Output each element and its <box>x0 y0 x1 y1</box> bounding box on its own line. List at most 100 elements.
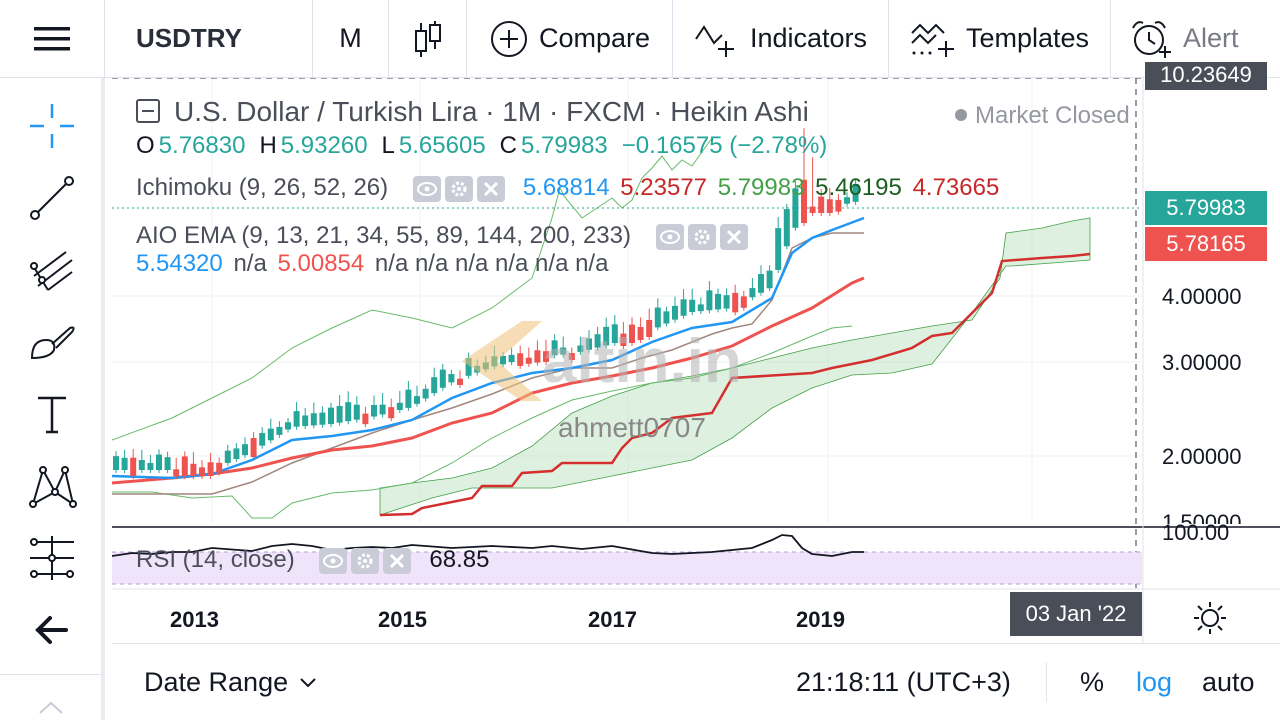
candle <box>216 462 223 473</box>
price-axis-top-label: 10.23649 <box>1145 62 1267 90</box>
pattern-tool[interactable] <box>22 456 82 516</box>
candle <box>431 377 438 394</box>
date-range-button[interactable]: Date Range <box>144 644 318 720</box>
symbol-legend[interactable]: U.S. Dollar / Turkish Lira · 1M · FXCM ·… <box>136 96 813 128</box>
ichimoku-value-5: 4.73665 <box>912 174 1000 201</box>
eye-icon[interactable] <box>319 547 348 574</box>
text-tool[interactable] <box>22 384 82 444</box>
gear-icon[interactable] <box>351 547 380 574</box>
last-price-value: 5.79983 <box>1166 195 1246 220</box>
candle <box>508 354 515 363</box>
ichimoku-value-3: 5.79983 <box>717 174 805 201</box>
ohlc-values: O 5.76830 H 5.93260 L 5.65605 C 5.79983 −0.16575… <box>136 132 831 160</box>
auto-scale-button[interactable]: auto <box>1202 644 1255 720</box>
trend-line-tool[interactable] <box>22 168 82 228</box>
ema-value-1: 5.54320 <box>136 250 223 277</box>
candle <box>371 404 377 417</box>
watermark-logo: altin.in <box>452 316 832 406</box>
last-price-tag: 5.79983 <box>1145 191 1267 225</box>
price-axis-top-value: 10.23649 <box>1160 62 1252 87</box>
pitchfork-tool[interactable] <box>22 240 82 300</box>
interval-button[interactable]: M <box>313 0 389 77</box>
candle <box>319 412 326 425</box>
candle <box>577 345 584 352</box>
candle <box>792 188 799 228</box>
crosshair-icon <box>30 104 74 148</box>
candle <box>749 288 756 298</box>
candle <box>629 324 635 343</box>
candle <box>740 296 747 308</box>
candle <box>181 456 188 476</box>
eye-icon[interactable] <box>412 175 441 202</box>
market-status: Market Closed <box>955 102 1134 130</box>
candle <box>758 274 764 293</box>
compare-label: Compare <box>538 23 651 53</box>
chart-pane[interactable]: altin.in ahmett0707 U.S. Dollar / Turkis… <box>112 78 1280 643</box>
candle <box>207 462 214 476</box>
collapse-legend-icon[interactable] <box>136 99 160 123</box>
candle <box>310 413 317 426</box>
toolbar-more[interactable] <box>0 674 101 720</box>
ichimoku-value-4: 5.46195 <box>815 174 902 201</box>
hide-toolbar-button[interactable] <box>22 600 82 660</box>
eye-icon[interactable] <box>655 223 684 250</box>
pitchfork-icon <box>30 251 73 291</box>
candle <box>379 404 386 415</box>
close-icon[interactable] <box>383 547 412 574</box>
candle <box>259 433 266 446</box>
clock-text: 21:18:11 (UTC+3) <box>796 667 1011 697</box>
candle <box>121 457 128 470</box>
candle <box>689 299 696 312</box>
clock-button[interactable]: 21:18:11 (UTC+3) <box>796 644 1011 720</box>
gear-icon[interactable] <box>444 175 473 202</box>
candle <box>835 199 842 212</box>
candle <box>130 457 137 476</box>
templates-button[interactable]: Templates <box>889 0 1111 77</box>
year-label: 2017 <box>588 607 637 632</box>
candle <box>586 338 592 350</box>
candle <box>302 415 309 427</box>
alarm-clock-icon <box>1132 20 1171 58</box>
close-icon[interactable] <box>719 223 748 250</box>
candle <box>448 374 455 383</box>
candle <box>844 197 850 204</box>
ichimoku-value-1: 5.68814 <box>522 174 610 201</box>
templates-icon <box>911 23 954 57</box>
interval-label: M <box>339 23 362 53</box>
menu-button[interactable] <box>0 0 105 77</box>
candle <box>525 357 532 364</box>
candle <box>723 295 730 309</box>
price-chart[interactable] <box>112 78 1280 643</box>
compare-button[interactable]: Compare <box>467 0 673 77</box>
indicators-icon <box>695 24 734 57</box>
chart-settings-button[interactable] <box>1190 598 1230 638</box>
crosshair-tool[interactable] <box>22 96 82 156</box>
rsi-legend[interactable]: RSI (14, close) 68.85 <box>136 546 493 574</box>
percent-scale-button[interactable]: % <box>1080 644 1104 720</box>
chart-type-button[interactable] <box>389 0 467 77</box>
gear-icon[interactable] <box>687 223 716 250</box>
candle <box>242 444 248 456</box>
trend-line-icon <box>30 176 74 220</box>
candle <box>345 402 352 422</box>
candle <box>809 206 816 213</box>
market-status-text: Market Closed <box>975 102 1130 129</box>
percent-label: % <box>1080 667 1105 697</box>
measure-icon <box>30 536 74 580</box>
ema-legend[interactable]: AIO EMA (9, 13, 21, 34, 55, 89, 144, 200… <box>136 222 752 250</box>
close-icon[interactable] <box>476 175 505 202</box>
measure-tool[interactable] <box>22 528 82 588</box>
candle <box>396 402 403 411</box>
brush-tool[interactable] <box>22 312 82 372</box>
rsi-value: 68.85 <box>429 546 490 573</box>
candle <box>138 460 145 470</box>
candle <box>405 389 412 408</box>
indicators-button[interactable]: Indicators <box>673 0 889 77</box>
ema-value-rest: n/a n/a n/a n/a n/a n/a <box>374 250 609 277</box>
log-scale-button[interactable]: log <box>1136 644 1172 720</box>
symbol-search-button[interactable]: USDTRY <box>110 0 313 77</box>
alert-button[interactable]: Alert <box>1111 0 1280 77</box>
candle <box>715 293 721 310</box>
ichimoku-legend[interactable]: Ichimoku (9, 26, 52, 26) 5.68814 5.23577… <box>136 174 1003 202</box>
candle <box>560 347 567 355</box>
